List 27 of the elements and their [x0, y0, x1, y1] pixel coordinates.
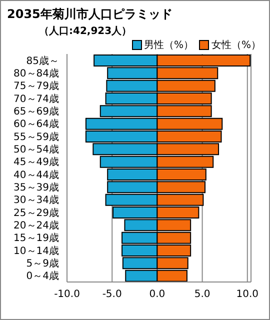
y-tick-label: 10～14歳	[14, 244, 59, 257]
x-tick-label: -5.0	[102, 289, 122, 300]
y-tick-label: 60～64歳	[14, 118, 59, 130]
y-tick-label: 70～74歳	[14, 92, 59, 105]
y-tick-label: 20～24歳	[14, 220, 59, 232]
x-tick-label: 0.0	[149, 289, 166, 300]
y-tick-label: 55～59歳	[14, 130, 59, 143]
y-tick-label: 40～44歳	[14, 168, 59, 181]
y-tick-label: 65～69歳	[14, 106, 59, 118]
legend-label: 男性（%）	[144, 38, 194, 52]
y-tick-label: 5～9歳	[26, 258, 59, 270]
y-tick-label: 85歳～	[26, 54, 59, 67]
y-tick-label: 80～84歳	[14, 68, 59, 80]
chart-subtitle: （人口:42,923人）	[38, 24, 133, 38]
x-tick-label: -10.0	[54, 289, 80, 300]
legend-label: 女性（%）	[211, 38, 261, 52]
y-tick-label: 0～4歳	[26, 270, 59, 282]
y-tick-label: 25～29歳	[14, 206, 59, 219]
y-tick-label: 50～54歳	[14, 144, 59, 156]
y-tick-label: 45～49歳	[14, 156, 59, 168]
y-tick-label: 75～79歳	[14, 80, 59, 92]
y-tick-label: 15～19歳	[14, 232, 59, 244]
y-tick-label: 35～39歳	[14, 182, 59, 194]
y-tick-label: 30～34歳	[14, 194, 59, 206]
x-tick-label: 10.0	[236, 289, 259, 300]
chart-title: 2035年菊川市人口ピラミッド	[6, 6, 174, 23]
x-tick-label: 5.0	[194, 289, 210, 300]
